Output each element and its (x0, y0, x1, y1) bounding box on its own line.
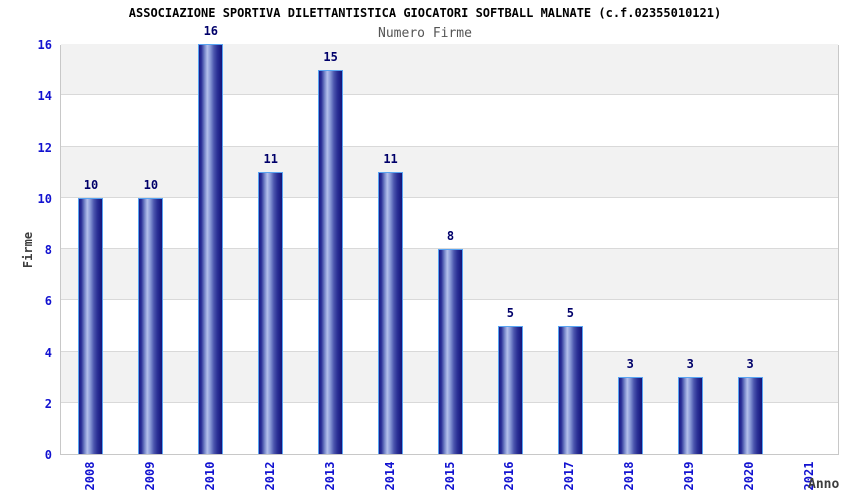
bar-2014 (378, 172, 404, 454)
y-tick-label: 12 (37, 140, 52, 155)
bar-value-label: 3 (686, 357, 694, 372)
bar-value-label: 3 (746, 357, 754, 372)
x-tick-label-2013: 2013 (322, 461, 337, 491)
chart-subtitle: Numero Firme (378, 26, 472, 41)
bar-2010 (198, 44, 224, 454)
x-tick-label-2016: 2016 (502, 461, 517, 491)
x-tick-label-2010: 2010 (202, 461, 217, 491)
y-tick-label: 0 (44, 448, 52, 462)
gridline (61, 145, 838, 147)
bar-value-label: 3 (626, 357, 634, 372)
bar-value-label: 11 (383, 152, 398, 167)
gridline (61, 94, 838, 96)
bar-2017 (557, 325, 583, 454)
bar-2019 (677, 377, 703, 454)
x-tick-label-2014: 2014 (382, 461, 397, 491)
y-tick-label: 14 (37, 89, 52, 104)
bar-value-label: 5 (506, 305, 515, 320)
bar-2012 (258, 172, 284, 454)
y-tick-label: 6 (44, 294, 52, 309)
bar-value-label: 8 (446, 229, 455, 243)
x-tick-label-2017: 2017 (562, 461, 577, 491)
y-tick-label: 2 (44, 396, 52, 411)
y-tick-label: 10 (37, 191, 52, 206)
plot-area: 10 10 16 11 15 11 8 5 5 3 3 3 (60, 24, 839, 455)
bar-2018 (617, 377, 643, 454)
bar-2016 (497, 325, 523, 454)
x-tick-label-2008: 2008 (82, 461, 97, 491)
bar-value-label: 15 (323, 49, 338, 64)
x-tick-label-2019: 2019 (682, 461, 697, 491)
x-tick-label-2018: 2018 (622, 461, 637, 491)
x-tick-label-2020: 2020 (742, 461, 757, 491)
bar-2020 (737, 377, 763, 454)
chart-title: ASSOCIAZIONE SPORTIVA DILETTANTISTICA GI… (128, 6, 722, 20)
bar-value-label: 11 (263, 152, 278, 167)
x-tick-label-2012: 2012 (262, 461, 277, 491)
x-axis-label: Anno (808, 477, 840, 492)
y-tick-label: 16 (37, 38, 52, 52)
gridline (61, 196, 838, 198)
bar-value-label: 10 (83, 177, 99, 192)
x-tick-label-2015: 2015 (442, 461, 457, 491)
y-axis-label: Firme (21, 231, 35, 269)
background-band (61, 95, 838, 147)
background-band (61, 44, 838, 96)
bar-2013 (318, 69, 344, 454)
bar-value-label: 10 (143, 177, 159, 192)
bar-2015 (438, 249, 463, 454)
y-tick-label: 8 (44, 243, 52, 257)
bar-2008 (78, 197, 104, 454)
bar-2009 (138, 197, 164, 454)
gridline (61, 248, 838, 249)
y-tick-label: 4 (44, 345, 52, 360)
background-band (61, 197, 838, 249)
background-band (61, 146, 838, 198)
bar-value-label: 5 (566, 305, 574, 320)
x-tick-label-2009: 2009 (142, 461, 157, 491)
bar-value-label: 16 (203, 24, 219, 38)
